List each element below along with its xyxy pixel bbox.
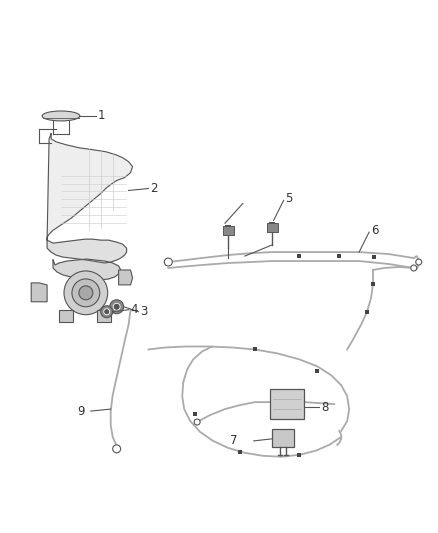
Bar — [372, 255, 376, 259]
Polygon shape — [47, 134, 133, 240]
Circle shape — [411, 265, 417, 271]
Bar — [270, 389, 304, 419]
Circle shape — [164, 258, 172, 266]
Text: 2: 2 — [150, 182, 158, 195]
Text: 6: 6 — [371, 224, 378, 237]
Bar — [365, 310, 369, 314]
Text: 1: 1 — [98, 109, 105, 123]
Bar — [272, 429, 293, 447]
Circle shape — [113, 445, 120, 453]
Bar — [337, 254, 341, 258]
Bar — [371, 282, 375, 286]
Text: 5: 5 — [286, 192, 293, 205]
Ellipse shape — [42, 111, 80, 121]
Bar — [315, 369, 319, 373]
Polygon shape — [119, 270, 133, 285]
Polygon shape — [31, 283, 47, 302]
Bar — [238, 450, 242, 454]
Text: 8: 8 — [321, 401, 329, 414]
Bar — [253, 348, 257, 351]
Bar — [297, 254, 301, 258]
Polygon shape — [59, 310, 73, 321]
Circle shape — [194, 419, 200, 425]
Circle shape — [416, 259, 422, 265]
Circle shape — [79, 286, 93, 300]
Circle shape — [110, 300, 124, 314]
Circle shape — [72, 279, 100, 307]
Text: 7: 7 — [230, 434, 237, 447]
Bar — [193, 412, 197, 416]
Circle shape — [101, 306, 113, 318]
Circle shape — [113, 303, 120, 310]
Text: 4: 4 — [131, 303, 138, 316]
Bar — [223, 226, 234, 235]
Circle shape — [104, 309, 110, 314]
Bar — [267, 223, 278, 232]
Polygon shape — [97, 310, 111, 321]
Polygon shape — [53, 259, 120, 280]
Text: 9: 9 — [77, 405, 85, 417]
Bar — [297, 453, 301, 457]
Polygon shape — [47, 239, 127, 263]
Circle shape — [64, 271, 108, 314]
Text: 3: 3 — [141, 305, 148, 318]
